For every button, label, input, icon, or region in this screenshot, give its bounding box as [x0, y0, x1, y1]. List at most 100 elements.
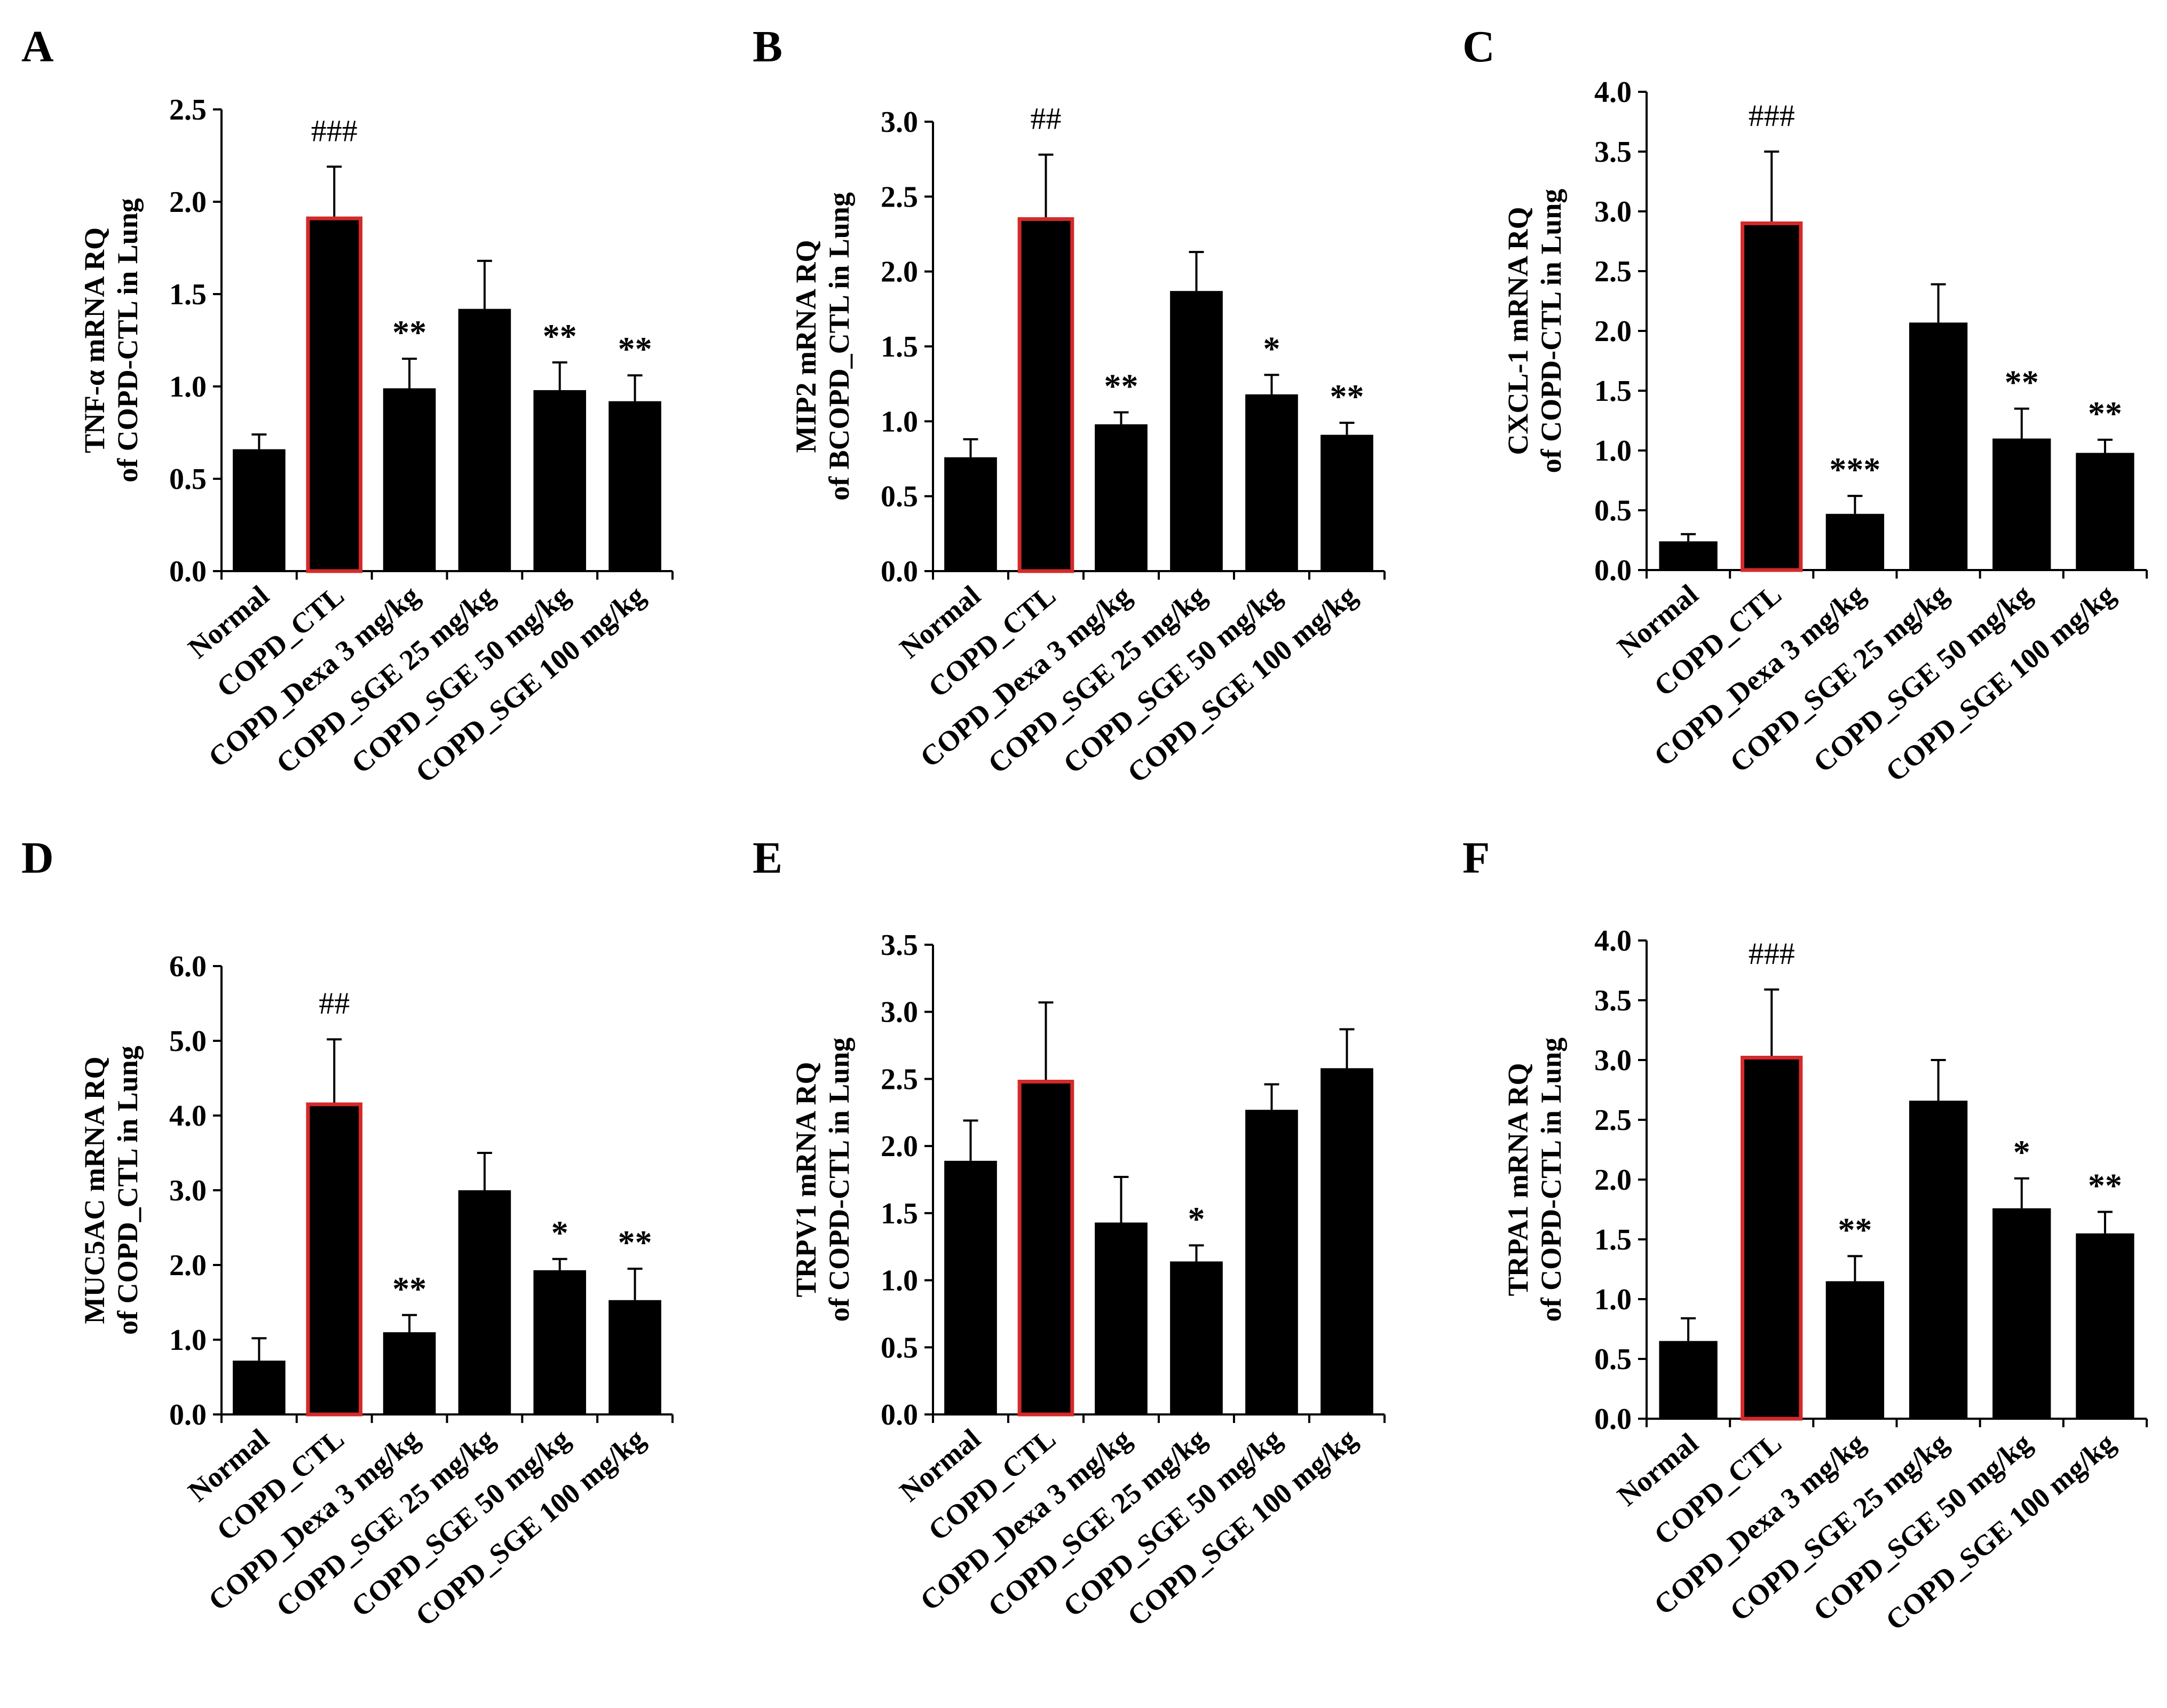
- y-axis-label: of COPD-CTL in Lung: [1535, 189, 1567, 473]
- y-tick-label: 1.0: [1594, 1283, 1632, 1316]
- bar-copd-sge-100-mg-kg: [1320, 1068, 1373, 1414]
- y-tick-label: 3.0: [169, 1174, 207, 1207]
- y-tick-label: 2.5: [1594, 1104, 1632, 1137]
- chart-panel-c: C CXCL-1 mRNA RQ of COPD-CTL in Lung 0.0 0.5…: [1462, 22, 2148, 788]
- significance-label: **: [618, 330, 652, 368]
- y-tick-label: 3.0: [1594, 195, 1632, 228]
- significance-label: **: [392, 1270, 426, 1308]
- bar-copd-ctl: [1017, 1079, 1074, 1417]
- significance-label: **: [2005, 363, 2039, 401]
- y-tick-label: 0.5: [1594, 494, 1632, 527]
- bar-copd-ctl: [306, 1102, 363, 1417]
- bar-copd-dexa-3-mg-kg: [383, 388, 436, 571]
- y-axis-label: of BCOPD_CTL in Lung: [823, 192, 855, 501]
- y-tick-label: 2.5: [881, 1063, 918, 1096]
- panel-letter: B: [753, 22, 782, 72]
- bar-normal: [944, 1160, 997, 1414]
- bar-normal: [233, 449, 286, 571]
- bar-copd-sge-25-mg-kg: [1170, 1261, 1223, 1414]
- y-tick-label: 2.0: [1594, 315, 1632, 348]
- significance-label: ###: [1749, 98, 1795, 133]
- y-tick-label: 1.5: [1594, 375, 1632, 408]
- bar-copd-dexa-3-mg-kg: [1095, 424, 1148, 571]
- significance-label: **: [1838, 1211, 1872, 1248]
- y-tick-label: 2.0: [1594, 1164, 1632, 1197]
- y-tick-label: 1.5: [881, 330, 918, 363]
- significance-label: ###: [1749, 936, 1795, 971]
- y-tick-label: 0.0: [1594, 1403, 1632, 1436]
- y-tick-label: 0.5: [881, 1331, 918, 1364]
- significance-label: **: [1104, 367, 1138, 405]
- y-tick-label: 1.5: [881, 1197, 918, 1230]
- y-tick-label: 1.0: [169, 370, 207, 404]
- y-axis-label: of COPD-CTL in Lung: [1535, 1038, 1567, 1322]
- y-tick-label: 0.0: [1594, 554, 1632, 587]
- bar-copd-ctl: [1017, 217, 1074, 573]
- y-axis-label: of COPD_CTL in Lung: [112, 1046, 144, 1335]
- y-axis-label: MUC5AC mRNA RQ: [78, 1057, 110, 1324]
- bar-copd-sge-25-mg-kg: [1909, 322, 1968, 570]
- significance-label: **: [618, 1223, 652, 1261]
- y-tick-label: 0.5: [881, 480, 918, 513]
- bar-copd-sge-50-mg-kg: [1992, 1208, 2051, 1419]
- y-tick-label: 0.0: [169, 555, 207, 588]
- significance-label: *: [1188, 1200, 1205, 1238]
- y-tick-label: 2.5: [881, 180, 918, 213]
- significance-label: ##: [1031, 101, 1062, 136]
- bar-copd-sge-50-mg-kg: [533, 390, 587, 571]
- bar-normal: [233, 1361, 286, 1414]
- panel-letter: E: [753, 833, 782, 883]
- panel-letter: A: [21, 22, 54, 72]
- y-tick-label: 0.0: [169, 1398, 207, 1432]
- y-axis-label: TNF-α mRNA RQ: [78, 227, 110, 453]
- chart-panel-a: A TNF-α mRNA RQ of COPD-CTL in Lung 0.0 0.5 1…: [21, 22, 674, 789]
- y-tick-label: 1.0: [169, 1324, 207, 1357]
- panel-letter: D: [21, 833, 54, 883]
- y-tick-label: 4.0: [169, 1100, 207, 1133]
- bar-copd-sge-50-mg-kg: [533, 1270, 587, 1414]
- y-tick-label: 2.0: [169, 1249, 207, 1282]
- y-tick-label: 0.0: [881, 555, 918, 588]
- significance-label: **: [392, 313, 426, 351]
- bar-copd-ctl: [306, 216, 363, 573]
- y-tick-label: 2.5: [1594, 255, 1632, 288]
- chart-panel-d: D MUC5AC mRNA RQ of COPD_CTL in Lung 0.0 1.0…: [21, 833, 674, 1632]
- bar-copd-ctl: [1741, 1056, 1803, 1421]
- significance-label: **: [2088, 394, 2122, 432]
- significance-label: **: [543, 317, 577, 355]
- y-tick-label: 2.0: [881, 256, 918, 289]
- chart-panel-f: F TRPA1 mRNA RQ of COPD-CTL in Lung 0.0 0.5 1…: [1462, 833, 2148, 1636]
- significance-label: *: [1263, 329, 1280, 367]
- bar-normal: [1659, 541, 1718, 570]
- y-tick-label: 2.0: [169, 186, 207, 219]
- bar-copd-sge-25-mg-kg: [458, 1190, 511, 1414]
- chart-panel-b: B MIP2 mRNA RQ of BCOPD_CTL in Lung 0.0 0.5 1…: [753, 22, 1386, 789]
- bar-copd-dexa-3-mg-kg: [1095, 1222, 1148, 1414]
- bar-copd-sge-50-mg-kg: [1245, 394, 1298, 571]
- bar-copd-sge-25-mg-kg: [1909, 1101, 1968, 1419]
- y-axis-label: of COPD-CTL in Lung: [823, 1038, 855, 1322]
- y-tick-label: 3.0: [1594, 1044, 1632, 1077]
- panel-letter: F: [1462, 833, 1490, 883]
- significance-label: **: [2088, 1166, 2122, 1204]
- y-tick-label: 1.0: [881, 1264, 918, 1298]
- y-tick-label: 2.0: [881, 1130, 918, 1163]
- y-tick-label: 3.5: [881, 929, 918, 962]
- y-axis-label: TRPV1 mRNA RQ: [790, 1062, 822, 1298]
- y-tick-label: 6.0: [169, 950, 207, 983]
- significance-label: *: [2013, 1133, 2030, 1171]
- y-tick-label: 2.5: [169, 93, 207, 126]
- significance-label: ##: [319, 986, 350, 1021]
- y-tick-label: 1.5: [169, 278, 207, 311]
- bar-copd-sge-100-mg-kg: [1320, 434, 1373, 571]
- bar-normal: [1659, 1341, 1718, 1419]
- y-tick-label: 0.5: [169, 463, 207, 496]
- y-tick-label: 3.5: [1594, 984, 1632, 1017]
- bar-normal: [944, 457, 997, 571]
- panel-letter: C: [1462, 22, 1495, 72]
- y-tick-label: 3.5: [1594, 136, 1632, 169]
- y-tick-label: 4.0: [1594, 924, 1632, 958]
- bar-copd-sge-25-mg-kg: [1170, 291, 1223, 571]
- y-tick-label: 3.0: [881, 106, 918, 139]
